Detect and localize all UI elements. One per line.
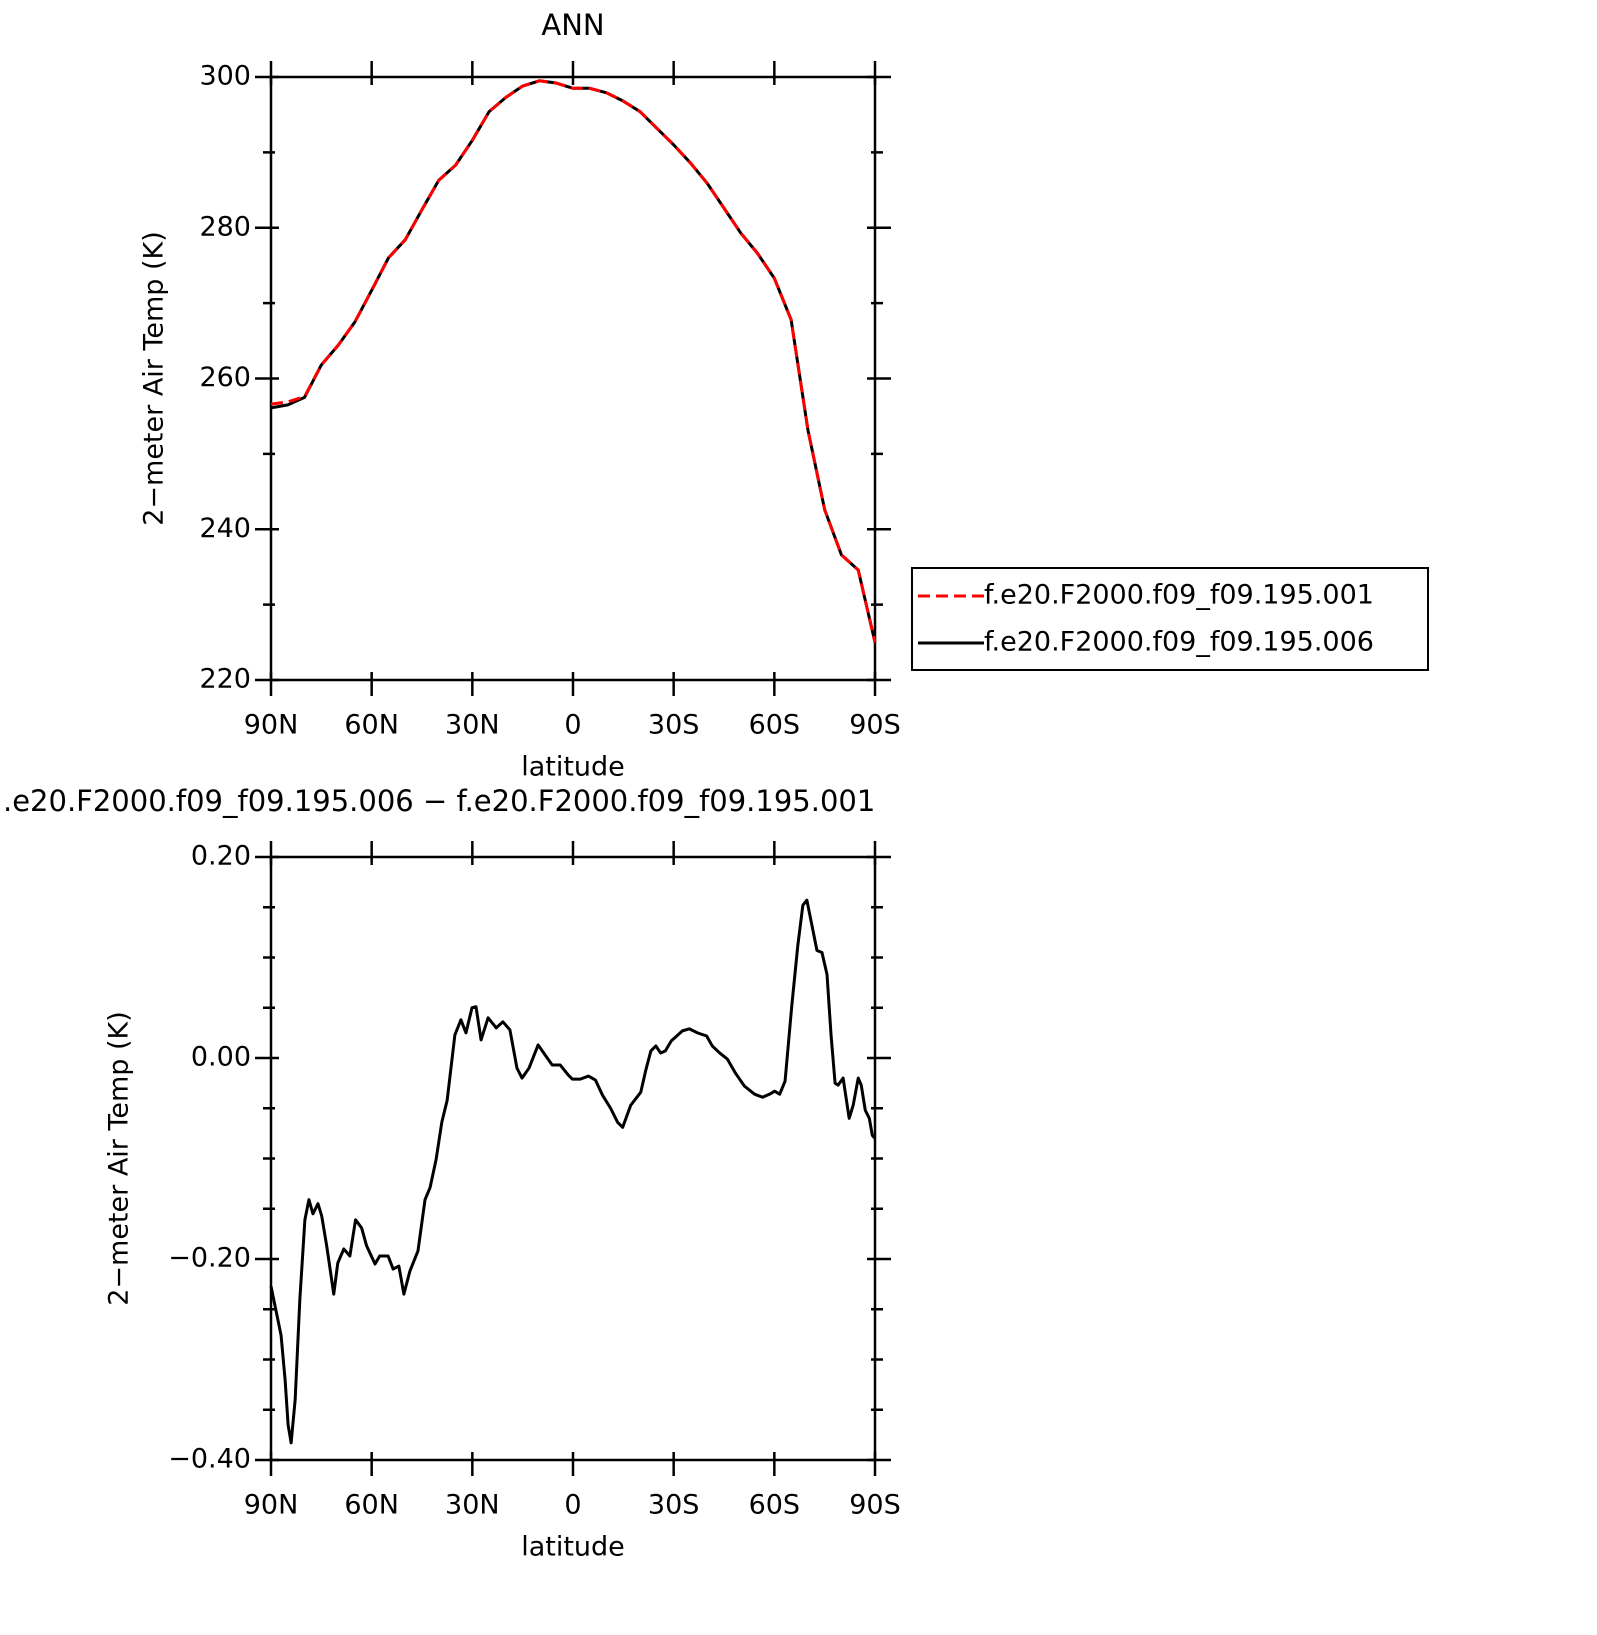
x-tick-label: 30S bbox=[648, 1490, 700, 1521]
x-tick-label: 0 bbox=[564, 710, 581, 741]
chart-title: ANN bbox=[541, 8, 604, 42]
chart-title: .e20.F2000.f09_f09.195.006 − f.e20.F2000… bbox=[3, 784, 875, 818]
x-axis-label: latitude bbox=[521, 1532, 625, 1563]
x-tick-label: 30S bbox=[648, 710, 700, 741]
y-tick-label: 260 bbox=[199, 362, 251, 393]
y-tick-label: 240 bbox=[199, 513, 251, 544]
y-tick-label: 280 bbox=[199, 211, 251, 242]
x-tick-label: 60S bbox=[749, 710, 801, 741]
plot-frame bbox=[269, 75, 877, 682]
x-tick-label: 60N bbox=[344, 1490, 399, 1521]
y-tick-label: 0.20 bbox=[191, 841, 251, 872]
x-axis-label: latitude bbox=[521, 752, 625, 783]
x-tick-label: 60S bbox=[749, 1490, 801, 1521]
y-axis-label: 2−meter Air Temp (K) bbox=[139, 231, 170, 526]
data-line bbox=[269, 898, 877, 1445]
y-tick-label: 300 bbox=[199, 61, 251, 92]
x-tick-label: 90N bbox=[244, 1490, 299, 1521]
y-tick-label: −0.40 bbox=[168, 1444, 251, 1475]
y-tick-label: 220 bbox=[199, 664, 251, 695]
x-tick-label: 30N bbox=[445, 710, 500, 741]
x-tick-label: 60N bbox=[344, 710, 399, 741]
x-tick-label: 0 bbox=[564, 1490, 581, 1521]
legend-box bbox=[911, 567, 1429, 671]
y-tick-label: 0.00 bbox=[191, 1042, 251, 1073]
plot-frame bbox=[269, 855, 877, 1462]
y-tick-label: −0.20 bbox=[168, 1243, 251, 1274]
x-tick-label: 30N bbox=[445, 1490, 500, 1521]
x-tick-label: 90S bbox=[849, 1490, 901, 1521]
data-line bbox=[270, 79, 877, 643]
x-tick-label: 90N bbox=[244, 710, 299, 741]
y-axis-label: 2−meter Air Temp (K) bbox=[104, 1011, 135, 1306]
x-tick-label: 90S bbox=[849, 710, 901, 741]
legend-label: f.e20.F2000.f09_f09.195.006 bbox=[984, 627, 1374, 658]
legend-label: f.e20.F2000.f09_f09.195.001 bbox=[984, 580, 1374, 611]
data-line bbox=[270, 79, 877, 643]
